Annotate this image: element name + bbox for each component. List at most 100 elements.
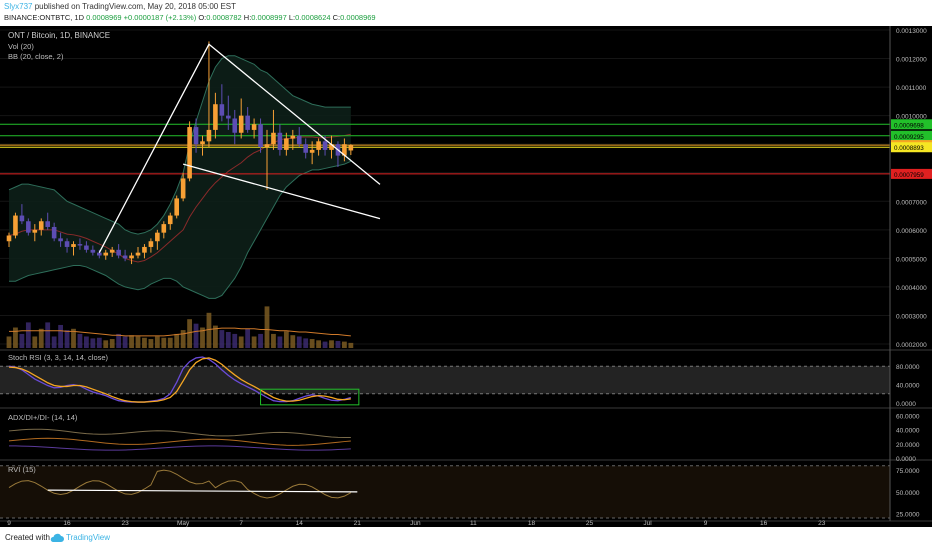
low-value: 0.0008624 bbox=[295, 13, 331, 22]
x-tick-label: 16 bbox=[760, 520, 768, 527]
rvi-line bbox=[8, 469, 352, 499]
volume-bar bbox=[109, 339, 115, 348]
candle-body bbox=[277, 132, 283, 150]
volume-bar bbox=[283, 331, 289, 348]
volume-bar bbox=[135, 336, 141, 348]
rvi-trendline bbox=[47, 489, 358, 493]
tradingview-cloud-icon bbox=[50, 533, 64, 542]
stoch-highlight-box bbox=[260, 388, 360, 406]
publish-text: published on TradingView.com, May 20, 20… bbox=[34, 2, 237, 11]
volume-bar bbox=[348, 342, 354, 348]
stoch-tick-label: 40.0000 bbox=[896, 383, 920, 390]
stoch-legend: Stoch RSI (3, 3, 14, 14, close) bbox=[8, 353, 109, 362]
bb-upper-line bbox=[8, 55, 351, 235]
volume-bar bbox=[167, 337, 173, 348]
y-tick-label: 0.0003000 bbox=[896, 313, 927, 320]
volume-bar bbox=[174, 333, 180, 348]
rvi-band bbox=[0, 465, 890, 518]
adx-tick-label: 20.0000 bbox=[896, 442, 920, 449]
volume-bar bbox=[6, 336, 12, 348]
volume-bar bbox=[232, 333, 238, 348]
y-tick-label: 0.0007000 bbox=[896, 199, 927, 206]
level-price-tag bbox=[891, 119, 932, 130]
volume-bar bbox=[154, 336, 160, 348]
price-change: +0.0000187 (+2.13%) bbox=[123, 13, 197, 22]
x-tick-label: 23 bbox=[818, 520, 826, 527]
stoch-band bbox=[0, 366, 890, 394]
candle-body bbox=[155, 232, 160, 242]
x-tick-label: 18 bbox=[528, 520, 536, 527]
last-price: 0.0008969 bbox=[86, 13, 122, 22]
candle-body bbox=[13, 215, 18, 236]
x-tick-label: 9 bbox=[7, 520, 11, 527]
adx-tick-label: 40.0000 bbox=[896, 428, 920, 435]
volume-bar bbox=[84, 336, 89, 348]
y-tick-label: 0.0011000 bbox=[896, 85, 927, 92]
adx-tick-label: 0.0000 bbox=[896, 456, 916, 463]
candle-body bbox=[51, 226, 57, 239]
x-tick-label: 14 bbox=[296, 520, 304, 527]
level-price-label: 0.0008893 bbox=[894, 145, 924, 152]
stoch-tick-label: 0.0000 bbox=[896, 401, 916, 408]
volume-bar bbox=[329, 340, 334, 348]
volume-bar bbox=[180, 330, 186, 348]
symbol-text: BINANCE:ONTBTC, 1D bbox=[4, 13, 85, 22]
volume-bar bbox=[206, 312, 212, 348]
chart-header: Slyx737 published on TradingView.com, Ma… bbox=[0, 0, 932, 26]
candle-body bbox=[200, 141, 205, 145]
volume-bar bbox=[322, 341, 328, 348]
volume-bar bbox=[64, 330, 70, 348]
volume-bar bbox=[77, 333, 83, 348]
level-price-tag bbox=[891, 168, 932, 179]
candle-body bbox=[251, 124, 257, 130]
candle-body bbox=[213, 104, 218, 130]
candle-body bbox=[193, 127, 199, 145]
tradingview-brand[interactable]: TradingView bbox=[66, 533, 111, 542]
volume-bar bbox=[264, 306, 270, 348]
volume-bar bbox=[335, 340, 341, 348]
candle-body bbox=[219, 104, 225, 116]
candle-body bbox=[309, 149, 315, 153]
volume-bar bbox=[25, 322, 31, 348]
y-tick-label: 0.0006000 bbox=[896, 228, 927, 235]
volume-bar bbox=[200, 327, 205, 348]
high-label: H: bbox=[243, 13, 252, 22]
candle-body bbox=[97, 252, 102, 256]
volume-bar bbox=[290, 335, 296, 348]
candle-body bbox=[135, 252, 141, 256]
candle-body bbox=[290, 135, 296, 139]
x-tick-label: May bbox=[177, 520, 190, 527]
candle-body bbox=[206, 129, 212, 142]
rvi-tick-label: 50.0000 bbox=[896, 490, 920, 497]
volume-bar bbox=[51, 336, 57, 348]
candle-body bbox=[71, 244, 76, 247]
quote-line: BINANCE:ONTBTC, 1D 0.0008969 +0.0000187 … bbox=[4, 13, 376, 22]
candle-body bbox=[38, 221, 44, 230]
rvi-tick-label: 75.0000 bbox=[896, 468, 920, 475]
candle-body bbox=[245, 115, 250, 130]
publish-line: Slyx737 published on TradingView.com, Ma… bbox=[4, 2, 236, 11]
level-price-tag bbox=[891, 130, 932, 141]
volume-bar bbox=[161, 337, 167, 348]
volume-bar bbox=[342, 341, 347, 348]
x-tick-label: 7 bbox=[239, 520, 243, 527]
y-tick-label: 0.0012000 bbox=[896, 57, 927, 64]
chart-canvas[interactable]: 0.00130000.00120000.00110000.00100000.00… bbox=[0, 26, 932, 527]
volume-bar bbox=[32, 336, 38, 348]
author-link[interactable]: Slyx737 bbox=[4, 2, 33, 11]
candle-body bbox=[109, 249, 115, 253]
level-price-label: 0.0009698 bbox=[894, 122, 924, 129]
candle-body bbox=[32, 229, 38, 233]
volume-bar bbox=[303, 338, 309, 348]
candle-body bbox=[174, 198, 179, 216]
volume-bar bbox=[96, 337, 102, 348]
level-price-label: 0.0007959 bbox=[894, 172, 924, 179]
candle-body bbox=[296, 135, 302, 145]
volume-bar bbox=[238, 336, 244, 348]
x-tick-label: Jul bbox=[643, 520, 652, 527]
volume-bar bbox=[13, 327, 18, 348]
volume-bar bbox=[71, 328, 76, 348]
volume-bar bbox=[58, 324, 63, 348]
bb-legend: BB (20, close, 2) bbox=[8, 52, 64, 61]
x-tick-label: 11 bbox=[470, 520, 477, 527]
